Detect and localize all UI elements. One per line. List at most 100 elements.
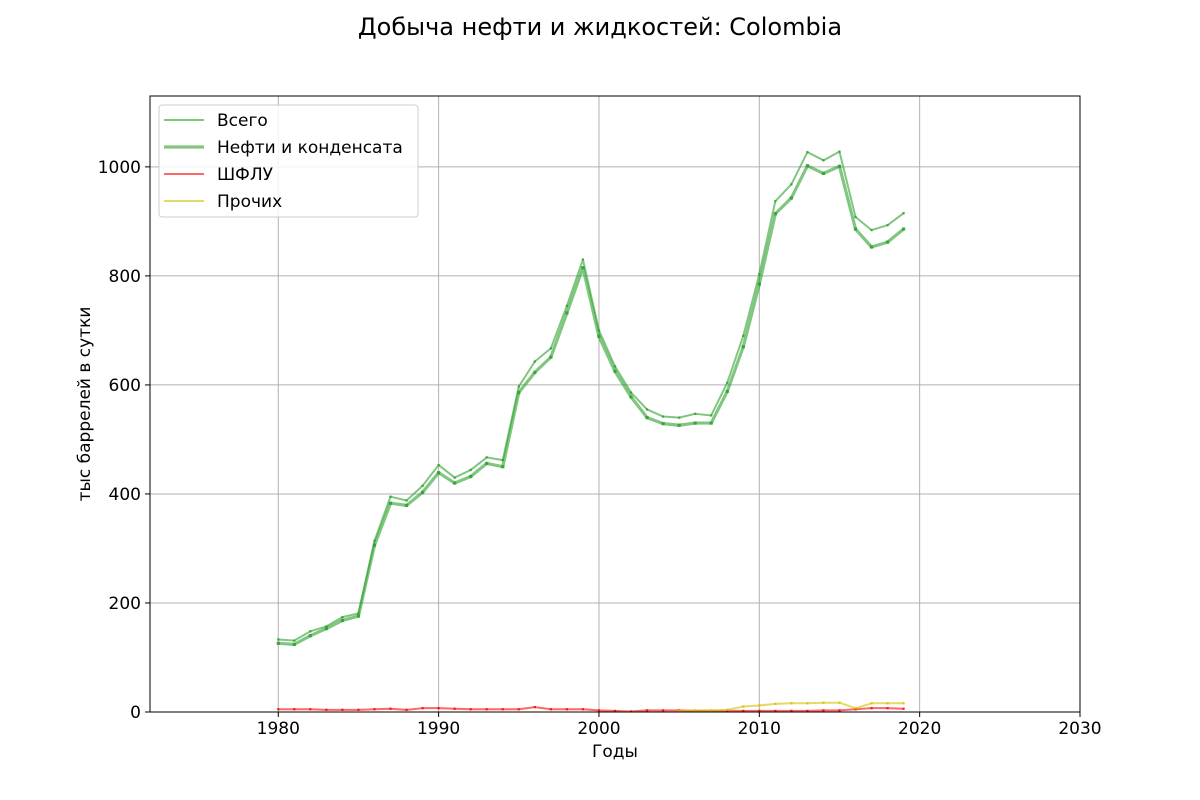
data-point (277, 638, 280, 641)
data-point (709, 421, 713, 425)
data-point (886, 702, 889, 705)
x-tick-label: 2030 (1058, 719, 1101, 739)
data-point (549, 347, 552, 350)
data-point (533, 360, 536, 363)
plot-area-frame (149, 95, 1081, 713)
data-point (886, 707, 889, 710)
data-point (694, 709, 697, 712)
data-point (533, 370, 537, 374)
data-point (758, 704, 761, 707)
data-point (758, 709, 761, 713)
data-point (789, 196, 793, 200)
data-point (517, 708, 520, 711)
x-tick-label: 1990 (417, 719, 460, 739)
data-point (886, 224, 889, 227)
data-point (678, 416, 681, 419)
data-point (565, 304, 568, 307)
series-1 (277, 150, 905, 642)
data-point (356, 614, 361, 618)
data-point (645, 709, 649, 712)
data-point (854, 707, 857, 710)
data-point (405, 499, 408, 502)
data-point (725, 389, 729, 394)
data-point (469, 468, 472, 472)
data-point (421, 484, 424, 487)
data-point (757, 282, 761, 286)
data-point (309, 630, 312, 633)
data-point (501, 465, 505, 469)
data-point (517, 390, 521, 395)
data-point (597, 334, 601, 339)
data-point (549, 708, 552, 711)
data-point (774, 200, 777, 203)
data-point (742, 709, 745, 713)
x-tick-label: 2020 (898, 719, 941, 739)
data-point (805, 164, 810, 168)
series-4 (678, 701, 905, 713)
data-point (726, 381, 729, 384)
data-point (453, 481, 457, 485)
data-point (742, 334, 745, 337)
tick-layer: 1980 1990 2000 2010 2020 2030 0 200 400 600 800 100… (98, 158, 1102, 739)
series-line (278, 164, 905, 647)
data-point (613, 365, 617, 368)
data-point (293, 708, 296, 711)
data-point (405, 708, 408, 711)
data-point (870, 707, 873, 710)
data-point (324, 626, 328, 631)
data-point (325, 625, 328, 628)
data-point (742, 705, 745, 708)
data-point (485, 461, 489, 466)
data-point (790, 702, 793, 705)
legend-label: ШФЛУ (217, 165, 274, 185)
data-point (822, 709, 825, 712)
data-point (629, 391, 633, 394)
data-point (710, 709, 713, 712)
data-point (870, 702, 873, 705)
data-point (613, 709, 617, 713)
y-tick-label: 600 (109, 376, 141, 396)
data-point (838, 701, 841, 704)
data-point (854, 215, 857, 219)
data-point (837, 164, 842, 168)
data-point (821, 171, 826, 176)
data-point (838, 709, 841, 712)
data-point (308, 634, 312, 638)
data-point (389, 495, 392, 498)
data-point (645, 408, 649, 411)
data-point (629, 710, 633, 713)
data-point (806, 709, 809, 713)
series-2 (276, 164, 906, 647)
y-tick-label: 0 (130, 703, 141, 723)
data-point (597, 709, 601, 712)
y-tick-label: 400 (109, 485, 141, 505)
data-point (790, 709, 793, 713)
data-point (662, 709, 665, 712)
data-point (565, 708, 568, 711)
data-point (309, 708, 312, 711)
data-point (613, 369, 617, 373)
data-point (404, 503, 409, 507)
chart-title: Добыча нефти и жидкостей: Colombia (358, 13, 842, 41)
data-point (501, 708, 504, 711)
data-point (838, 150, 841, 153)
data-point (437, 707, 440, 710)
data-point (822, 159, 825, 162)
data-point (341, 708, 344, 711)
data-point (453, 476, 456, 479)
data-point (389, 707, 392, 710)
data-point (485, 456, 488, 459)
data-point (357, 708, 360, 711)
data-point (758, 273, 761, 276)
data-point (661, 422, 665, 426)
data-point (437, 463, 440, 467)
data-point (565, 311, 569, 315)
data-point (549, 355, 553, 359)
data-point (292, 642, 296, 647)
data-point (517, 385, 520, 388)
legend-box (158, 104, 419, 218)
data-point (677, 423, 681, 427)
data-point (469, 708, 472, 711)
data-point (694, 412, 697, 415)
